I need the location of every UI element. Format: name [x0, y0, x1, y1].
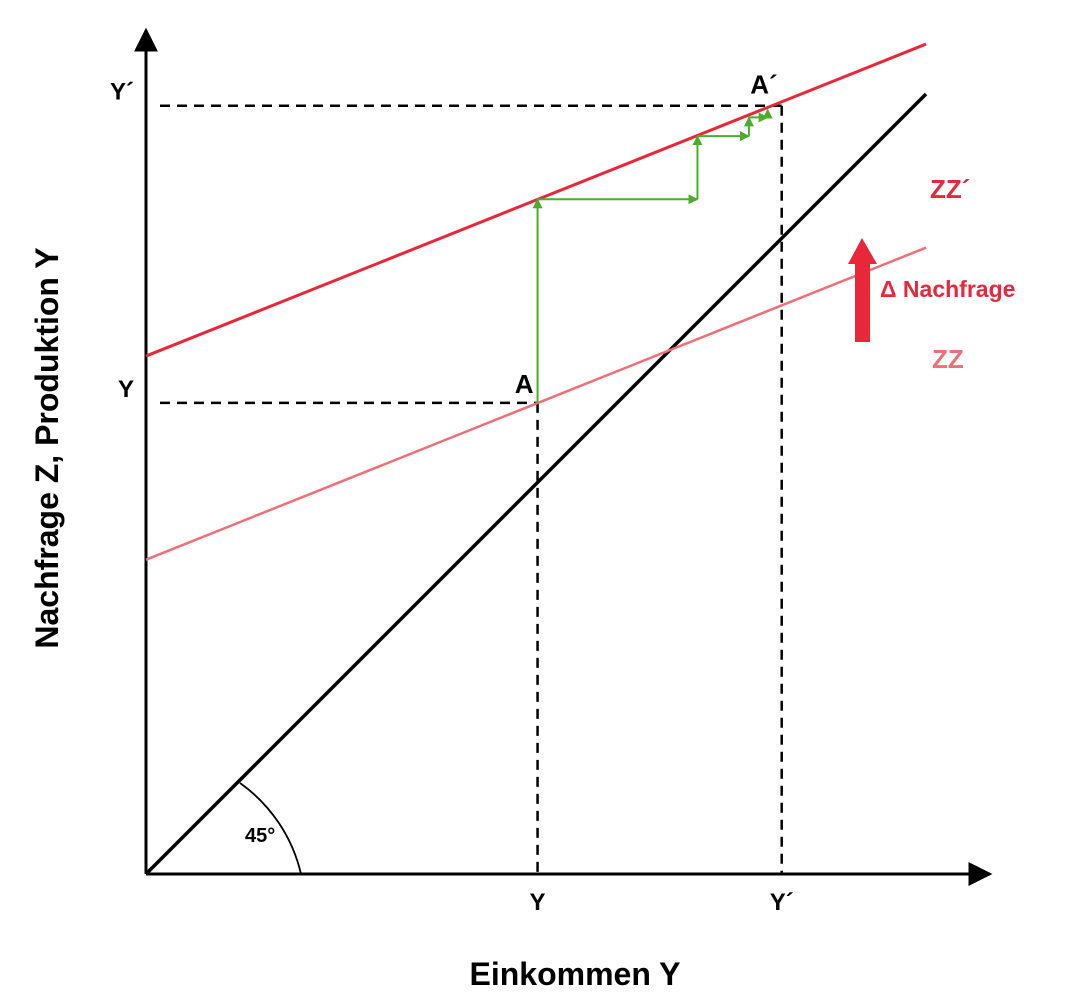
- equilibrium-label-a-prime: A´: [750, 70, 777, 100]
- x-tick-label-y-prime: Y´: [770, 889, 794, 916]
- equilibrium-label-a: A: [515, 369, 534, 399]
- series-label-zz-prime: ZZ´: [930, 174, 970, 204]
- series-line-zz-prime: [145, 42, 927, 358]
- y-axis-title: Nachfrage Z, Produktion Y: [29, 247, 65, 648]
- series-line-zz: [145, 246, 927, 561]
- angle-label: 45°: [245, 825, 275, 847]
- series-line-45-degree: [144, 92, 928, 876]
- demand-shift-label: Δ Nachfrage: [880, 276, 1015, 302]
- demand-shift-arrow: [848, 238, 877, 342]
- adjustment-path: [532, 108, 773, 403]
- x-axis-title: Einkommen Y: [469, 956, 680, 992]
- y-tick-label-y: Y: [118, 376, 134, 403]
- series-label-zz: ZZ: [932, 344, 964, 374]
- y-tick-label-y-prime: Y´: [110, 79, 134, 106]
- angle-arc: [239, 782, 302, 875]
- x-tick-label-y: Y: [530, 889, 546, 916]
